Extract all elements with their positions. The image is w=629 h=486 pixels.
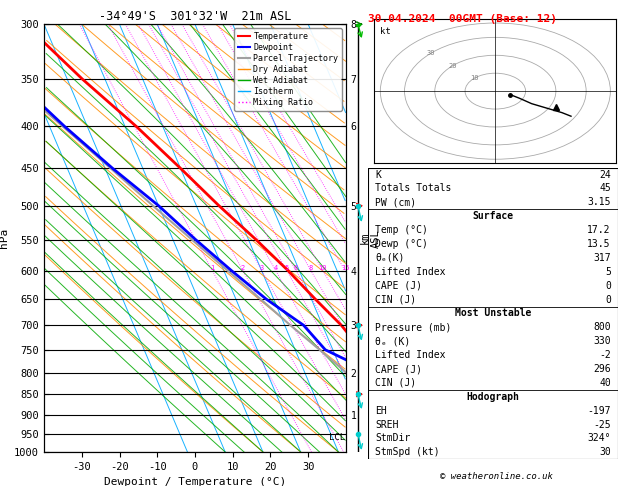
Text: 3.15: 3.15: [587, 197, 611, 208]
Text: EH: EH: [376, 406, 387, 416]
Text: -25: -25: [593, 419, 611, 430]
Legend: Temperature, Dewpoint, Parcel Trajectory, Dry Adiabat, Wet Adiabat, Isotherm, Mi: Temperature, Dewpoint, Parcel Trajectory…: [234, 29, 342, 111]
Text: 30: 30: [599, 447, 611, 457]
Text: 2: 2: [241, 264, 245, 271]
Text: 30.04.2024  00GMT (Base: 12): 30.04.2024 00GMT (Base: 12): [368, 14, 557, 24]
Text: 330: 330: [593, 336, 611, 346]
Text: 317: 317: [593, 253, 611, 263]
Text: K: K: [376, 170, 381, 180]
Text: PW (cm): PW (cm): [376, 197, 416, 208]
Text: SREH: SREH: [376, 419, 399, 430]
Text: CAPE (J): CAPE (J): [376, 281, 423, 291]
Text: Lifted Index: Lifted Index: [376, 350, 446, 360]
Text: Dewp (°C): Dewp (°C): [376, 239, 428, 249]
Text: 4: 4: [274, 264, 278, 271]
Text: 324°: 324°: [587, 434, 611, 443]
Text: -2: -2: [599, 350, 611, 360]
Text: Most Unstable: Most Unstable: [455, 309, 532, 318]
Text: 15: 15: [341, 264, 349, 271]
Text: CAPE (J): CAPE (J): [376, 364, 423, 374]
Text: CIN (J): CIN (J): [376, 295, 416, 305]
Text: 5: 5: [284, 264, 289, 271]
Text: 800: 800: [593, 322, 611, 332]
Text: 24: 24: [599, 170, 611, 180]
Y-axis label: hPa: hPa: [0, 228, 9, 248]
Title: -34°49'S  301°32'W  21m ASL: -34°49'S 301°32'W 21m ASL: [99, 10, 291, 23]
Text: 45: 45: [599, 184, 611, 193]
Text: θₑ(K): θₑ(K): [376, 253, 405, 263]
Text: StmSpd (kt): StmSpd (kt): [376, 447, 440, 457]
Text: 17.2: 17.2: [587, 225, 611, 235]
Text: 40: 40: [599, 378, 611, 388]
Text: 296: 296: [593, 364, 611, 374]
Y-axis label: km
ASL: km ASL: [359, 229, 381, 247]
Text: 10: 10: [470, 75, 478, 82]
Text: Hodograph: Hodograph: [467, 392, 520, 402]
Text: LCL: LCL: [329, 433, 345, 442]
Text: Totals Totals: Totals Totals: [376, 184, 452, 193]
Text: © weatheronline.co.uk: © weatheronline.co.uk: [440, 472, 554, 481]
Text: 10: 10: [318, 264, 327, 271]
Text: 8: 8: [309, 264, 313, 271]
Text: Lifted Index: Lifted Index: [376, 267, 446, 277]
Text: 13.5: 13.5: [587, 239, 611, 249]
Text: Temp (°C): Temp (°C): [376, 225, 428, 235]
Text: 30: 30: [427, 50, 435, 56]
Text: 0: 0: [605, 295, 611, 305]
Text: Surface: Surface: [472, 211, 514, 221]
Text: Pressure (mb): Pressure (mb): [376, 322, 452, 332]
Text: 3: 3: [260, 264, 264, 271]
Text: 20: 20: [448, 63, 457, 69]
Text: -197: -197: [587, 406, 611, 416]
Text: θₑ (K): θₑ (K): [376, 336, 411, 346]
Text: 0: 0: [605, 281, 611, 291]
Text: StmDir: StmDir: [376, 434, 411, 443]
Text: 6: 6: [294, 264, 298, 271]
Text: CIN (J): CIN (J): [376, 378, 416, 388]
Text: kt: kt: [381, 27, 391, 35]
X-axis label: Dewpoint / Temperature (°C): Dewpoint / Temperature (°C): [104, 477, 286, 486]
Text: 5: 5: [605, 267, 611, 277]
Text: 1: 1: [210, 264, 214, 271]
